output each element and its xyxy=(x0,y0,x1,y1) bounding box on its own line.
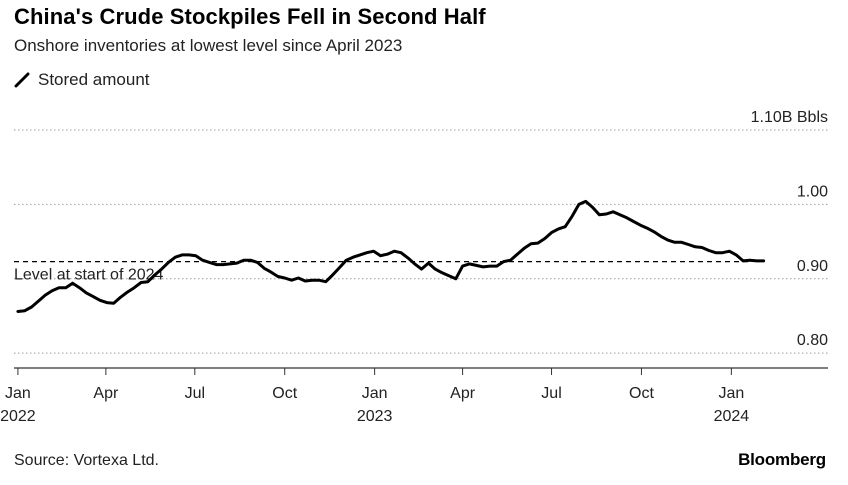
y-tick-label: 1.00 xyxy=(797,183,828,200)
chart-title: China's Crude Stockpiles Fell in Second … xyxy=(14,4,486,29)
y-tick-label: 0.80 xyxy=(797,332,828,349)
chart-subtitle: Onshore inventories at lowest level sinc… xyxy=(14,36,403,55)
x-tick-label: Oct xyxy=(629,385,654,402)
source-note: Source: Vortexa Ltd. xyxy=(14,452,159,469)
x-tick-label: Jul xyxy=(185,385,205,402)
x-tick-year-label: 2024 xyxy=(714,408,750,425)
x-tick-label: Oct xyxy=(272,385,297,402)
y-tick-label: 0.90 xyxy=(797,258,828,275)
legend: Stored amount xyxy=(14,70,150,90)
x-tick-label: Apr xyxy=(93,385,119,402)
x-tick-year-label: 2023 xyxy=(357,408,393,425)
series-line xyxy=(16,199,766,313)
x-tick-label: Jan xyxy=(5,385,31,402)
x-tick-label: Apr xyxy=(450,385,476,402)
reference-line-label: Level at start of 2024 xyxy=(14,267,164,284)
x-tick-label: Jul xyxy=(541,385,561,402)
y-tick-label: 1.10B Bbls xyxy=(751,109,828,126)
brand-logo: Bloomberg xyxy=(738,450,826,469)
legend-line-icon xyxy=(14,72,30,88)
x-tick-label: Jan xyxy=(718,385,744,402)
x-tick-year-label: 2022 xyxy=(0,408,36,425)
x-tick-label: Jan xyxy=(362,385,388,402)
legend-label: Stored amount xyxy=(38,70,150,89)
